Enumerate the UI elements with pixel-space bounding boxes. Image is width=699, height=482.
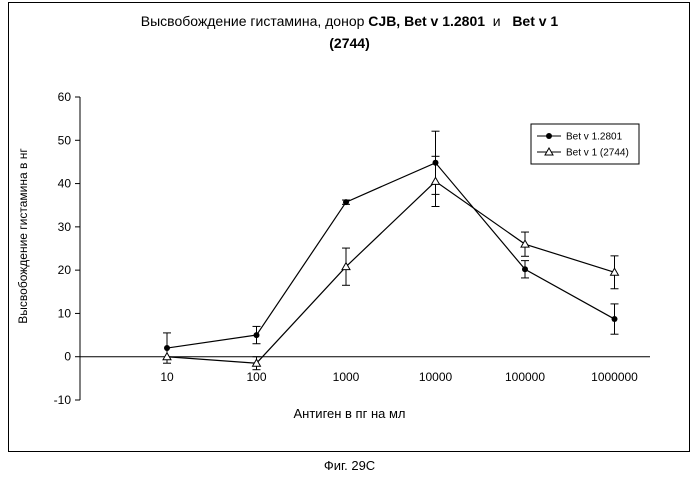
data-point xyxy=(164,345,170,351)
data-point xyxy=(521,240,529,247)
series-line xyxy=(167,181,615,363)
y-tick-label: 40 xyxy=(58,177,72,191)
x-tick-label: 1000 xyxy=(333,370,360,384)
y-tick-label: 30 xyxy=(58,220,72,234)
y-tick-label: 10 xyxy=(58,306,72,320)
data-point xyxy=(432,177,440,184)
y-tick-label: 50 xyxy=(58,133,72,147)
legend-marker xyxy=(546,133,552,139)
y-tick-label: 0 xyxy=(64,350,71,364)
data-point xyxy=(343,199,349,205)
y-tick-label: 60 xyxy=(58,90,72,104)
legend-entry-label: Bet v 1.2801 xyxy=(566,132,623,143)
legend-entry-label: Bet v 1 (2744) xyxy=(566,148,629,159)
y-tick-label: -10 xyxy=(54,393,72,407)
data-point xyxy=(522,266,528,272)
series-line xyxy=(167,163,615,348)
x-tick-label: 10000 xyxy=(419,370,453,384)
y-tick-label: 20 xyxy=(58,263,72,277)
data-point xyxy=(254,332,260,338)
data-point xyxy=(612,316,618,322)
x-tick-label: 100000 xyxy=(505,370,545,384)
x-tick-label: 10 xyxy=(160,370,174,384)
x-tick-label: 100 xyxy=(246,370,266,384)
x-tick-label: 1000000 xyxy=(591,370,638,384)
